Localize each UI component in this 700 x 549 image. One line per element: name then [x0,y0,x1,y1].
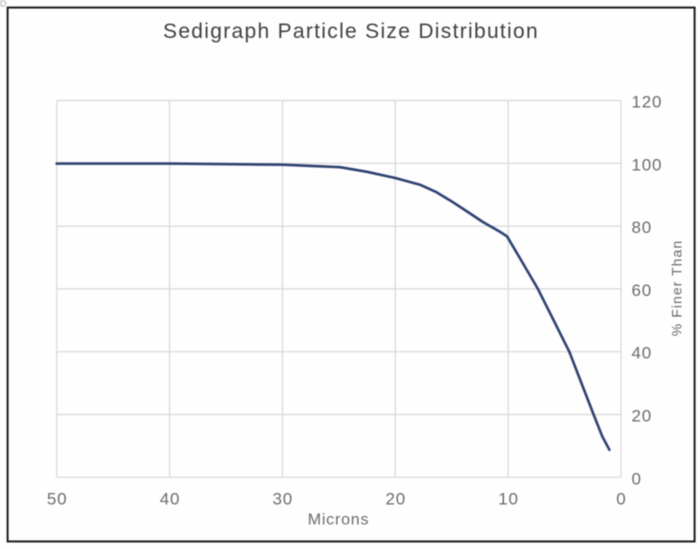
svg-text:50: 50 [47,490,68,509]
svg-text:40: 40 [160,490,181,509]
svg-text:0: 0 [616,490,626,509]
svg-text:30: 30 [273,490,294,509]
svg-text:60: 60 [632,281,653,300]
svg-text:120: 120 [632,93,663,112]
svg-text:Sedigraph Particle Size Distri: Sedigraph Particle Size Distribution [163,20,539,43]
svg-text:10: 10 [498,490,519,509]
svg-text:Microns: Microns [308,512,370,529]
svg-text:80: 80 [632,218,653,237]
svg-text:20: 20 [385,490,406,509]
svg-text:% Finer Than: % Finer Than [669,240,685,336]
svg-text:40: 40 [632,344,653,363]
svg-text:100: 100 [632,155,663,174]
svg-text:20: 20 [632,407,653,426]
svg-text:0: 0 [632,469,642,488]
